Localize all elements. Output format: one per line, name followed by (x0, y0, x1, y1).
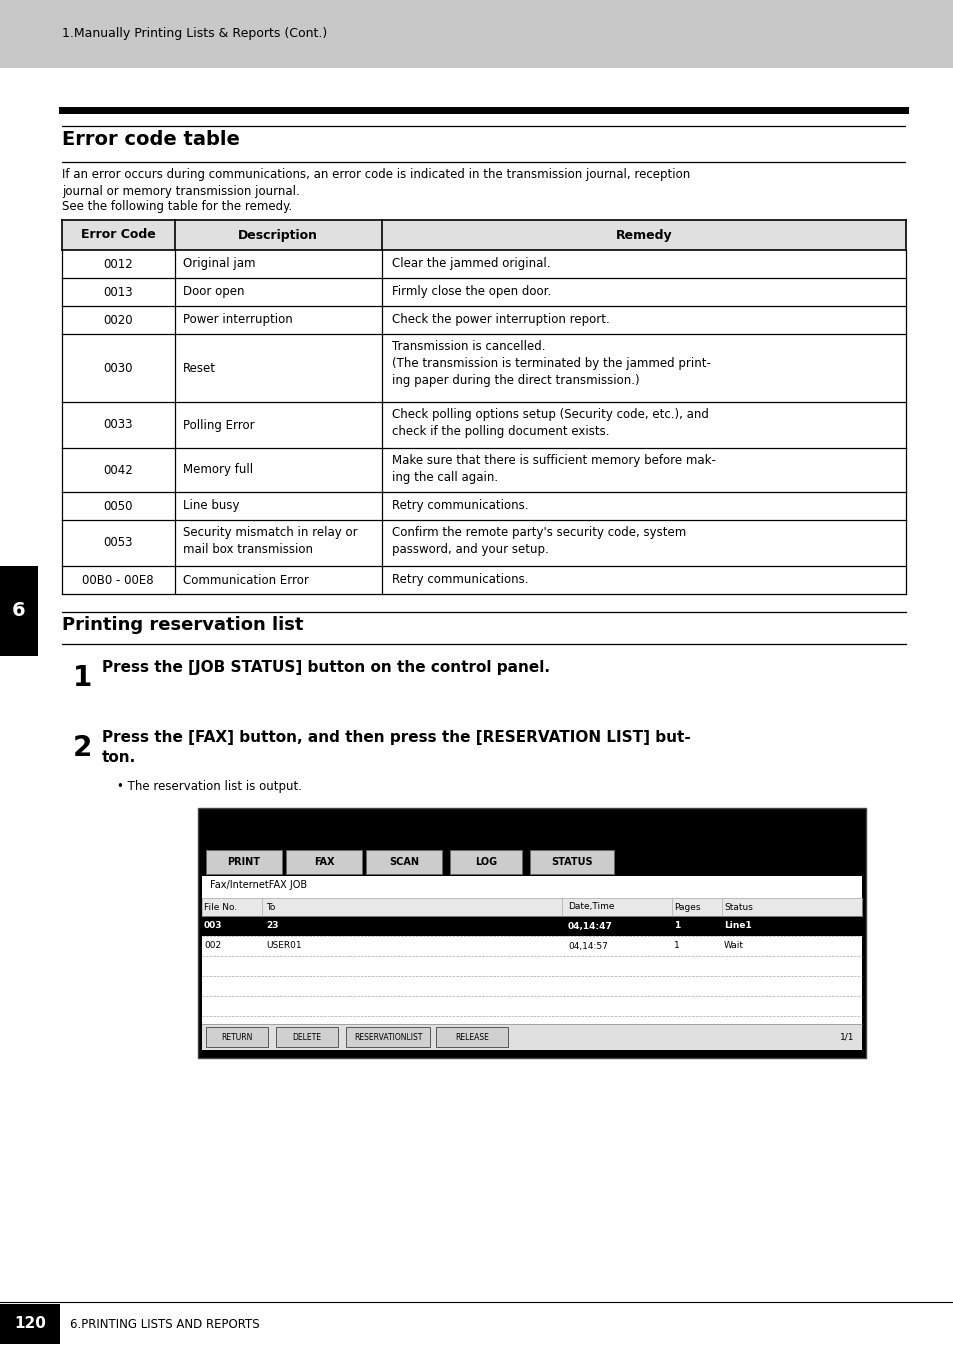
Text: 0020: 0020 (103, 314, 132, 326)
Text: Reset: Reset (183, 361, 215, 375)
Bar (366, 851, 441, 874)
Bar (62, 278, 905, 306)
Bar (202, 917, 862, 936)
Bar (0, 1304, 60, 1344)
Text: Transmission is cancelled.
(The transmission is terminated by the jammed print-
: Transmission is cancelled. (The transmis… (392, 340, 710, 387)
Text: Error Code: Error Code (81, 229, 155, 241)
Text: 1.Manually Printing Lists & Reports (Cont.): 1.Manually Printing Lists & Reports (Con… (62, 27, 327, 40)
Bar (530, 851, 614, 874)
Bar (275, 1027, 337, 1047)
Text: Polling Error: Polling Error (183, 418, 254, 431)
Bar (62, 448, 905, 492)
Text: 2: 2 (72, 735, 91, 762)
Bar (62, 306, 905, 334)
Bar (202, 898, 862, 917)
Text: 0030: 0030 (103, 361, 132, 375)
Bar (62, 220, 905, 249)
Text: Description: Description (237, 229, 317, 241)
Text: Memory full: Memory full (183, 464, 253, 476)
Text: Status: Status (723, 903, 752, 911)
Text: Fax/InternetFAX JOB: Fax/InternetFAX JOB (210, 880, 307, 890)
Text: Power interruption: Power interruption (183, 314, 293, 326)
Text: SCAN: SCAN (389, 857, 418, 867)
Bar (202, 936, 862, 956)
Bar (0, 0, 953, 67)
Text: 0050: 0050 (103, 500, 132, 512)
Text: Firmly close the open door.: Firmly close the open door. (392, 286, 551, 298)
Text: 1: 1 (673, 941, 679, 950)
Text: 003: 003 (204, 922, 222, 930)
Bar (206, 1027, 268, 1047)
Text: RELEASE: RELEASE (455, 1033, 489, 1042)
Text: STATUS: STATUS (551, 857, 592, 867)
Bar (202, 876, 862, 1050)
Text: DELETE: DELETE (293, 1033, 321, 1042)
Bar (62, 566, 905, 594)
Text: 0042: 0042 (103, 464, 132, 476)
Bar (206, 851, 282, 874)
Text: If an error occurs during communications, an error code is indicated in the tran: If an error occurs during communications… (62, 168, 690, 181)
Bar (198, 807, 865, 1058)
Text: 002: 002 (204, 941, 221, 950)
Text: 0012: 0012 (103, 257, 132, 271)
Text: Check the power interruption report.: Check the power interruption report. (392, 314, 609, 326)
Text: PRINT: PRINT (227, 857, 260, 867)
Text: 1: 1 (673, 922, 679, 930)
Text: Line1: Line1 (723, 922, 751, 930)
Text: Original jam: Original jam (183, 257, 255, 271)
Text: Confirm the remote party's security code, system
password, and your setup.: Confirm the remote party's security code… (392, 526, 685, 555)
Text: Press the [JOB STATUS] button on the control panel.: Press the [JOB STATUS] button on the con… (102, 661, 550, 675)
Text: 04,14:57: 04,14:57 (567, 941, 607, 950)
Text: 0013: 0013 (103, 286, 132, 298)
Text: Line busy: Line busy (183, 500, 239, 512)
Bar (62, 249, 905, 278)
Text: Error code table: Error code table (62, 129, 239, 150)
Text: ton.: ton. (102, 749, 136, 766)
Text: Check polling options setup (Security code, etc.), and
check if the polling docu: Check polling options setup (Security co… (392, 408, 708, 438)
Text: Retry communications.: Retry communications. (392, 500, 528, 512)
Text: LOG: LOG (475, 857, 497, 867)
Text: Remedy: Remedy (615, 229, 672, 241)
Text: FAX: FAX (314, 857, 334, 867)
Bar (62, 520, 905, 566)
Bar (202, 1024, 862, 1050)
Text: Wait: Wait (723, 941, 743, 950)
Text: File No.: File No. (204, 903, 237, 911)
Text: 0053: 0053 (103, 537, 132, 550)
Text: USER01: USER01 (266, 941, 301, 950)
Text: 1: 1 (72, 665, 91, 692)
Bar (286, 851, 361, 874)
Text: • The reservation list is output.: • The reservation list is output. (117, 780, 302, 793)
Text: See the following table for the remedy.: See the following table for the remedy. (62, 200, 292, 213)
Bar (62, 334, 905, 402)
Text: Door open: Door open (183, 286, 244, 298)
Text: 120: 120 (14, 1317, 46, 1332)
Bar (62, 402, 905, 448)
Text: Press the [FAX] button, and then press the [RESERVATION LIST] but-: Press the [FAX] button, and then press t… (102, 731, 690, 745)
Bar (436, 1027, 507, 1047)
Text: 00B0 - 00E8: 00B0 - 00E8 (82, 573, 153, 586)
Text: Security mismatch in relay or
mail box transmission: Security mismatch in relay or mail box t… (183, 526, 357, 555)
Text: Make sure that there is sufficient memory before mak-
ing the call again.: Make sure that there is sufficient memor… (392, 454, 715, 484)
Bar (346, 1027, 430, 1047)
Text: Printing reservation list: Printing reservation list (62, 616, 303, 634)
Text: Retry communications.: Retry communications. (392, 573, 528, 586)
Text: RESERVATIONLIST: RESERVATIONLIST (354, 1033, 422, 1042)
Text: To: To (266, 903, 275, 911)
Text: Date,Time: Date,Time (567, 903, 614, 911)
Text: 6: 6 (12, 601, 26, 620)
Bar (450, 851, 521, 874)
Bar (62, 492, 905, 520)
Text: RETURN: RETURN (221, 1033, 253, 1042)
Bar (0, 566, 38, 656)
Text: journal or memory transmission journal.: journal or memory transmission journal. (62, 185, 299, 198)
Text: 0033: 0033 (103, 418, 132, 431)
Text: Communication Error: Communication Error (183, 573, 309, 586)
Text: Clear the jammed original.: Clear the jammed original. (392, 257, 550, 271)
Text: 6.PRINTING LISTS AND REPORTS: 6.PRINTING LISTS AND REPORTS (70, 1317, 259, 1330)
Text: Pages: Pages (673, 903, 700, 911)
Text: 23: 23 (266, 922, 278, 930)
Text: 04,14:47: 04,14:47 (567, 922, 612, 930)
Text: 1/1: 1/1 (839, 1033, 853, 1042)
